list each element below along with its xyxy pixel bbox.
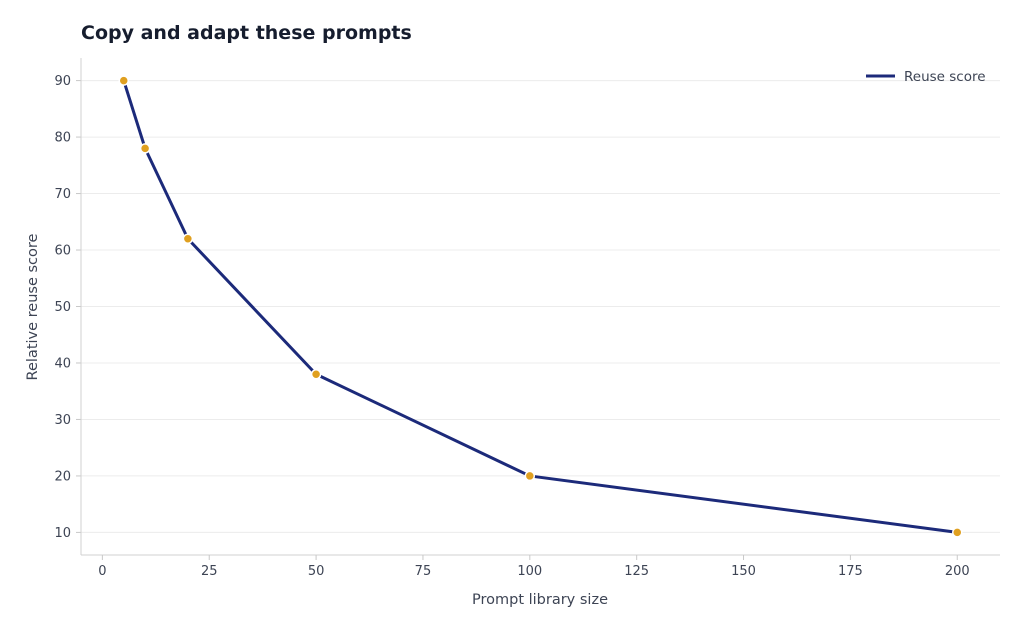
- data-point: [118, 75, 129, 86]
- y-tick-label: 70: [54, 187, 71, 202]
- y-tick-label: 90: [54, 74, 71, 89]
- y-tick-label: 60: [54, 244, 71, 259]
- x-tick-label: 150: [731, 564, 756, 579]
- x-tick-label: 125: [624, 564, 649, 579]
- data-point: [182, 233, 194, 244]
- x-tick-label: 50: [308, 564, 325, 579]
- y-tick-label: 20: [54, 469, 71, 484]
- x-tick-label: 200: [945, 564, 970, 579]
- y-axis-label: Relative reuse score: [25, 233, 41, 380]
- data-point: [952, 527, 963, 538]
- y-tick-label: 50: [54, 300, 71, 315]
- x-tick-label: 25: [201, 564, 218, 579]
- y-tick-label: 80: [54, 131, 71, 146]
- series-line: [122, 79, 959, 534]
- data-point: [139, 143, 151, 154]
- y-tick-label: 40: [54, 356, 71, 371]
- x-tick-label: 175: [838, 564, 863, 579]
- data-point: [310, 369, 322, 380]
- legend: Reuse score: [866, 69, 986, 85]
- data-point: [524, 470, 536, 482]
- y-tick-label: 10: [54, 526, 71, 541]
- grid-lines: [81, 80, 1000, 533]
- x-tick-label: 0: [98, 564, 106, 579]
- chart-title: Copy and adapt these prompts: [81, 22, 412, 44]
- x-tick-label: 100: [517, 564, 542, 579]
- x-tick-label: 75: [415, 564, 432, 579]
- axes: 10 20 30 40 50 60 70 80 90 0 25 50 75 100 125 150 175 200: [54, 58, 1000, 579]
- x-axis-label: Prompt library size: [472, 592, 608, 608]
- series-layer: [118, 75, 963, 538]
- legend-label: Reuse score: [904, 69, 986, 85]
- y-tick-label: 30: [54, 413, 71, 428]
